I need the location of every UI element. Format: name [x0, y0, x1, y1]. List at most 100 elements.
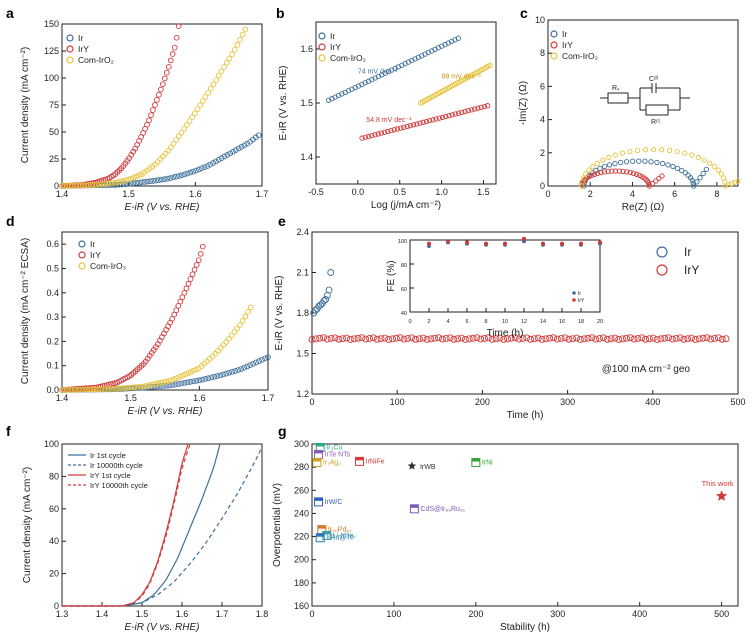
panel-d-series-2-point: [239, 318, 246, 324]
panel-a-series-2-point: [157, 156, 164, 163]
panel-a-series-1-point: [163, 69, 170, 76]
panel-d-series-2-point: [75, 386, 82, 393]
panel-b-legend-label: Com-IrO₂: [330, 53, 366, 63]
panel-a-series-0-point: [201, 164, 208, 171]
panel-a-series-0-point: [213, 158, 219, 165]
panel-g-point-label: Ir₃Cu: [326, 444, 342, 451]
panel-c-legend-label: Com-IrO₂: [562, 51, 598, 61]
panel-a-series-2-point: [234, 42, 241, 48]
panel-c-series-1-point: [656, 175, 662, 182]
panel-c-series-2-point: [689, 152, 695, 158]
panel-e-y-tick-label: 1.8: [296, 308, 309, 318]
panel-a-series-0-point: [141, 179, 148, 185]
panel-b-series-1-point: [381, 129, 388, 135]
panel-d-series-2-point: [67, 386, 74, 393]
panel-f-legend-label: IrY 1st cycle: [90, 471, 131, 480]
panel-e-iry-point: [661, 334, 669, 342]
panel-a-y-tick-label: 100: [44, 73, 59, 83]
panel-a-series-2-point: [61, 183, 68, 189]
panel-e-iry-point: [316, 334, 324, 342]
panel-b-series-1-point: [443, 113, 449, 120]
panel-e-iry-point: [396, 334, 404, 342]
panel-b-series-0-point: [455, 35, 461, 41]
panel-a-series-2-point: [210, 81, 217, 88]
panel-a-series-1-point: [150, 107, 156, 113]
panel-d-series-2-point: [143, 382, 150, 389]
panel-a-series-2-point: [181, 125, 188, 132]
panel-e-iry-point: [672, 334, 680, 342]
panel-a-series-2-point: [237, 36, 243, 43]
panel-a-series-0-point: [238, 143, 245, 150]
panel-d-series-0-point: [205, 375, 212, 382]
panel-c-y-tick-label: 2: [540, 148, 545, 158]
panel-g-x-tick-label: 500: [714, 609, 729, 619]
panel-f-plot-frame: [61, 443, 263, 607]
panel-c-circuit-diagram: [600, 83, 690, 116]
panel-e-ir-point: [325, 286, 333, 294]
panel-c-series-0-point: [703, 166, 709, 173]
panel-e-iry-point: [507, 334, 515, 342]
panel-d-series-0-point: [208, 374, 215, 381]
panel-e-inset-point: [446, 239, 450, 244]
panel-a-series-2-point: [229, 51, 235, 58]
panel-e-iry-point: [469, 334, 477, 342]
panel-a-series-2-point: [75, 182, 81, 189]
panel-a-series-2-point: [168, 144, 174, 151]
panel-e-iry-point: [657, 335, 665, 343]
panel-e-iry-point: [427, 335, 435, 343]
panel-g-point-marker-fill: [312, 458, 321, 462]
panel-g-y-tick-label: 180: [294, 578, 309, 588]
panel-c-series-1-point: [605, 168, 611, 175]
panel-d-series-2-point: [86, 386, 93, 393]
panel-a-series-0-point: [164, 175, 171, 182]
panel-a-series-2-point: [218, 68, 225, 75]
panel-e-iry-point: [461, 336, 469, 343]
panel-e-iry-point: [412, 335, 419, 343]
panel-b-legend-label: IrY: [330, 42, 341, 52]
panel-a-series-0-point: [156, 177, 162, 183]
panel-a-series-1-point: [171, 44, 178, 51]
panel-c-series-0-point: [654, 159, 660, 166]
panel-d-series-2-point: [228, 332, 235, 339]
panel-e-iry-point: [596, 334, 603, 342]
panel-a-legend-label: Com-IrO₂: [78, 55, 114, 65]
panel-d-series-2-point: [168, 377, 175, 384]
panel-f-y-tick-label: 80: [49, 471, 59, 481]
panel-d-series-1-point: [181, 290, 188, 296]
panel-d-series-0-point: [238, 366, 244, 372]
panel-e-iry-point: [592, 335, 600, 343]
panel-c-series-0-point: [697, 175, 703, 181]
panel-a-legend-marker: [66, 56, 74, 64]
panel-b-series-1-point: [472, 106, 478, 112]
panel-c-x-tick-label: 0: [545, 189, 550, 199]
panel-c-series-0-point: [601, 163, 608, 170]
panel-e-iry-point: [634, 334, 642, 342]
panel-d-series-0-point: [223, 370, 230, 377]
panel-a-series-2-point: [221, 64, 227, 70]
panel-e-y-axis-title: E-iR (V vs. RHE): [274, 276, 285, 351]
panel-d-series-1-point: [185, 280, 192, 287]
panel-d-series-0-point: [259, 356, 265, 363]
panel-d-series-2-point: [247, 304, 254, 311]
panel-e-iry-point: [442, 334, 450, 342]
panel-a-series-2-point: [189, 114, 196, 120]
panel-c-series-2-point: [718, 171, 724, 177]
panel-d-series-0-point: [220, 371, 227, 378]
panel-d-series-2-point: [157, 379, 164, 386]
panel-c-series-1-point: [589, 172, 595, 179]
panel-d-series-2-point: [220, 342, 227, 348]
panel-e-x-tick-label: 500: [730, 397, 745, 407]
panel-d-series-0-point: [193, 377, 200, 384]
panel-f-y-tick-label: 100: [44, 439, 59, 449]
panel-e-iry-point: [626, 334, 634, 342]
panel-e-x-tick-label: 200: [475, 397, 490, 407]
panel-e-iry-point: [668, 335, 676, 343]
panel-g-point-label: Ir₇Ag₃: [323, 460, 341, 467]
panel-a-series-0-point: [204, 163, 211, 169]
panel-d-series-2-point: [212, 350, 219, 357]
panel-a-series-2-point: [72, 182, 79, 189]
panel-e-iry-point: [446, 334, 454, 342]
panel-a-series-1-point: [169, 51, 176, 57]
panel-d-series-2-point: [163, 378, 169, 385]
panel-e-iry-point: [645, 335, 653, 343]
